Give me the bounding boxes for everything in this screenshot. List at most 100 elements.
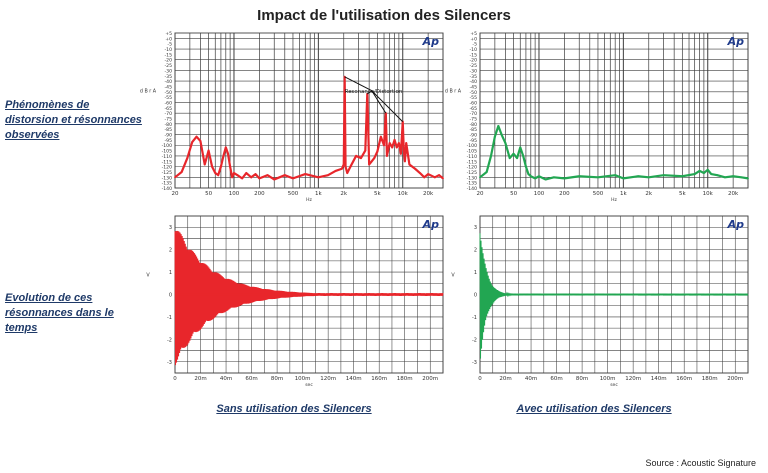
data-point	[231, 176, 233, 179]
x-tick-label: 100m	[600, 376, 616, 382]
y-tick-label: 3	[474, 225, 477, 231]
data-point	[217, 174, 220, 177]
y-tick-label: -10	[469, 47, 477, 53]
data-point	[174, 176, 176, 179]
x-tick-label: 5k	[374, 191, 381, 197]
y-tick-label: -1	[472, 315, 477, 321]
data-point	[493, 135, 496, 138]
y-tick-label: -70	[469, 111, 477, 117]
data-point	[195, 135, 198, 138]
data-point	[442, 177, 444, 180]
ap-logo-icon: Ap	[422, 35, 440, 48]
y-axis-label: V	[451, 273, 455, 279]
data-point	[438, 174, 441, 177]
data-point	[386, 155, 388, 157]
y-tick-label: -1	[167, 315, 172, 321]
data-point	[427, 173, 430, 176]
y-tick-label: -140	[162, 186, 173, 192]
data-point	[423, 176, 426, 179]
x-tick-label: 500	[288, 191, 299, 197]
data-point	[211, 165, 213, 168]
row-label-time-evolution: Evolution de ces résonnances dans le tem…	[5, 292, 114, 334]
y-tick-label: -60	[469, 100, 477, 106]
data-point	[747, 177, 749, 180]
data-point	[203, 163, 206, 166]
data-point	[388, 142, 391, 145]
data-point	[266, 174, 269, 177]
grid-lines	[479, 33, 749, 189]
source-credit: Source : Acoustic Signature	[645, 458, 756, 468]
data-point	[283, 174, 286, 177]
y-axis-label: V	[146, 273, 150, 279]
data-point	[355, 155, 357, 157]
resonance-annotation: Resonance/Distortion	[344, 76, 404, 123]
x-axis-label: sec	[305, 383, 313, 388]
data-point	[250, 176, 253, 179]
data-point	[207, 149, 210, 152]
y-tick-label: -125	[162, 170, 173, 176]
annotation-arrow	[344, 76, 373, 92]
y-tick-label: -120	[467, 165, 478, 171]
y-tick-label: -135	[162, 181, 173, 187]
data-point	[344, 165, 347, 168]
data-point	[397, 142, 400, 145]
data-point	[706, 168, 709, 171]
data-point	[220, 165, 222, 168]
data-point	[379, 135, 382, 138]
data-point	[527, 173, 530, 176]
data-point	[512, 152, 515, 155]
data-point	[497, 125, 500, 127]
y-tick-label: -2	[472, 337, 477, 343]
data-point	[327, 174, 329, 177]
data-point	[273, 178, 276, 181]
data-point	[349, 165, 352, 168]
data-point	[233, 172, 235, 174]
x-tick-label: 20k	[728, 191, 739, 197]
y-tick-label: -140	[467, 186, 478, 192]
data-point	[702, 172, 705, 174]
y-tick-label: -55	[469, 95, 477, 101]
y-tick-label: -20	[164, 58, 172, 64]
data-point	[214, 172, 217, 174]
x-tick-label: 160m	[371, 376, 387, 382]
y-tick-label: -5	[472, 42, 477, 48]
data-point	[732, 175, 735, 178]
y-tick-label: -85	[469, 127, 477, 133]
data-point	[504, 142, 507, 145]
y-tick-label: 0	[169, 293, 172, 299]
data-point	[391, 146, 394, 149]
data-point	[342, 163, 345, 166]
y-tick-label: -30	[164, 68, 172, 74]
data-point	[419, 172, 421, 174]
x-tick-label: 60m	[550, 376, 562, 382]
y-tick-label: +0	[165, 36, 172, 42]
grid-lines	[479, 215, 749, 374]
series-group	[479, 233, 749, 359]
x-tick-label: 160m	[676, 376, 692, 382]
data-point	[340, 167, 343, 170]
data-point	[199, 140, 202, 142]
data-point	[647, 176, 650, 179]
x-tick-label: 500	[593, 191, 604, 197]
data-point	[740, 176, 743, 179]
x-tick-label: 80m	[271, 376, 283, 382]
y-tick-label: -75	[469, 117, 477, 123]
y-tick-label: -90	[164, 133, 172, 139]
data-point	[405, 142, 408, 145]
data-point	[364, 149, 367, 152]
y-tick-label: -5	[167, 42, 172, 48]
data-point	[552, 176, 555, 179]
y-tick-label: -105	[467, 149, 478, 155]
data-point	[191, 141, 194, 143]
x-tick-label: 180m	[702, 376, 718, 382]
y-axis-label: d B r A	[445, 89, 462, 95]
annotation-arrow	[366, 90, 373, 95]
data-point	[408, 163, 411, 166]
y-tick-label: -110	[467, 154, 478, 160]
y-tick-label: -40	[164, 79, 172, 85]
y-tick-label: -65	[164, 106, 172, 112]
data-point	[538, 175, 540, 178]
y-tick-label: -75	[164, 117, 172, 123]
data-point	[292, 177, 294, 180]
data-point	[529, 175, 532, 178]
